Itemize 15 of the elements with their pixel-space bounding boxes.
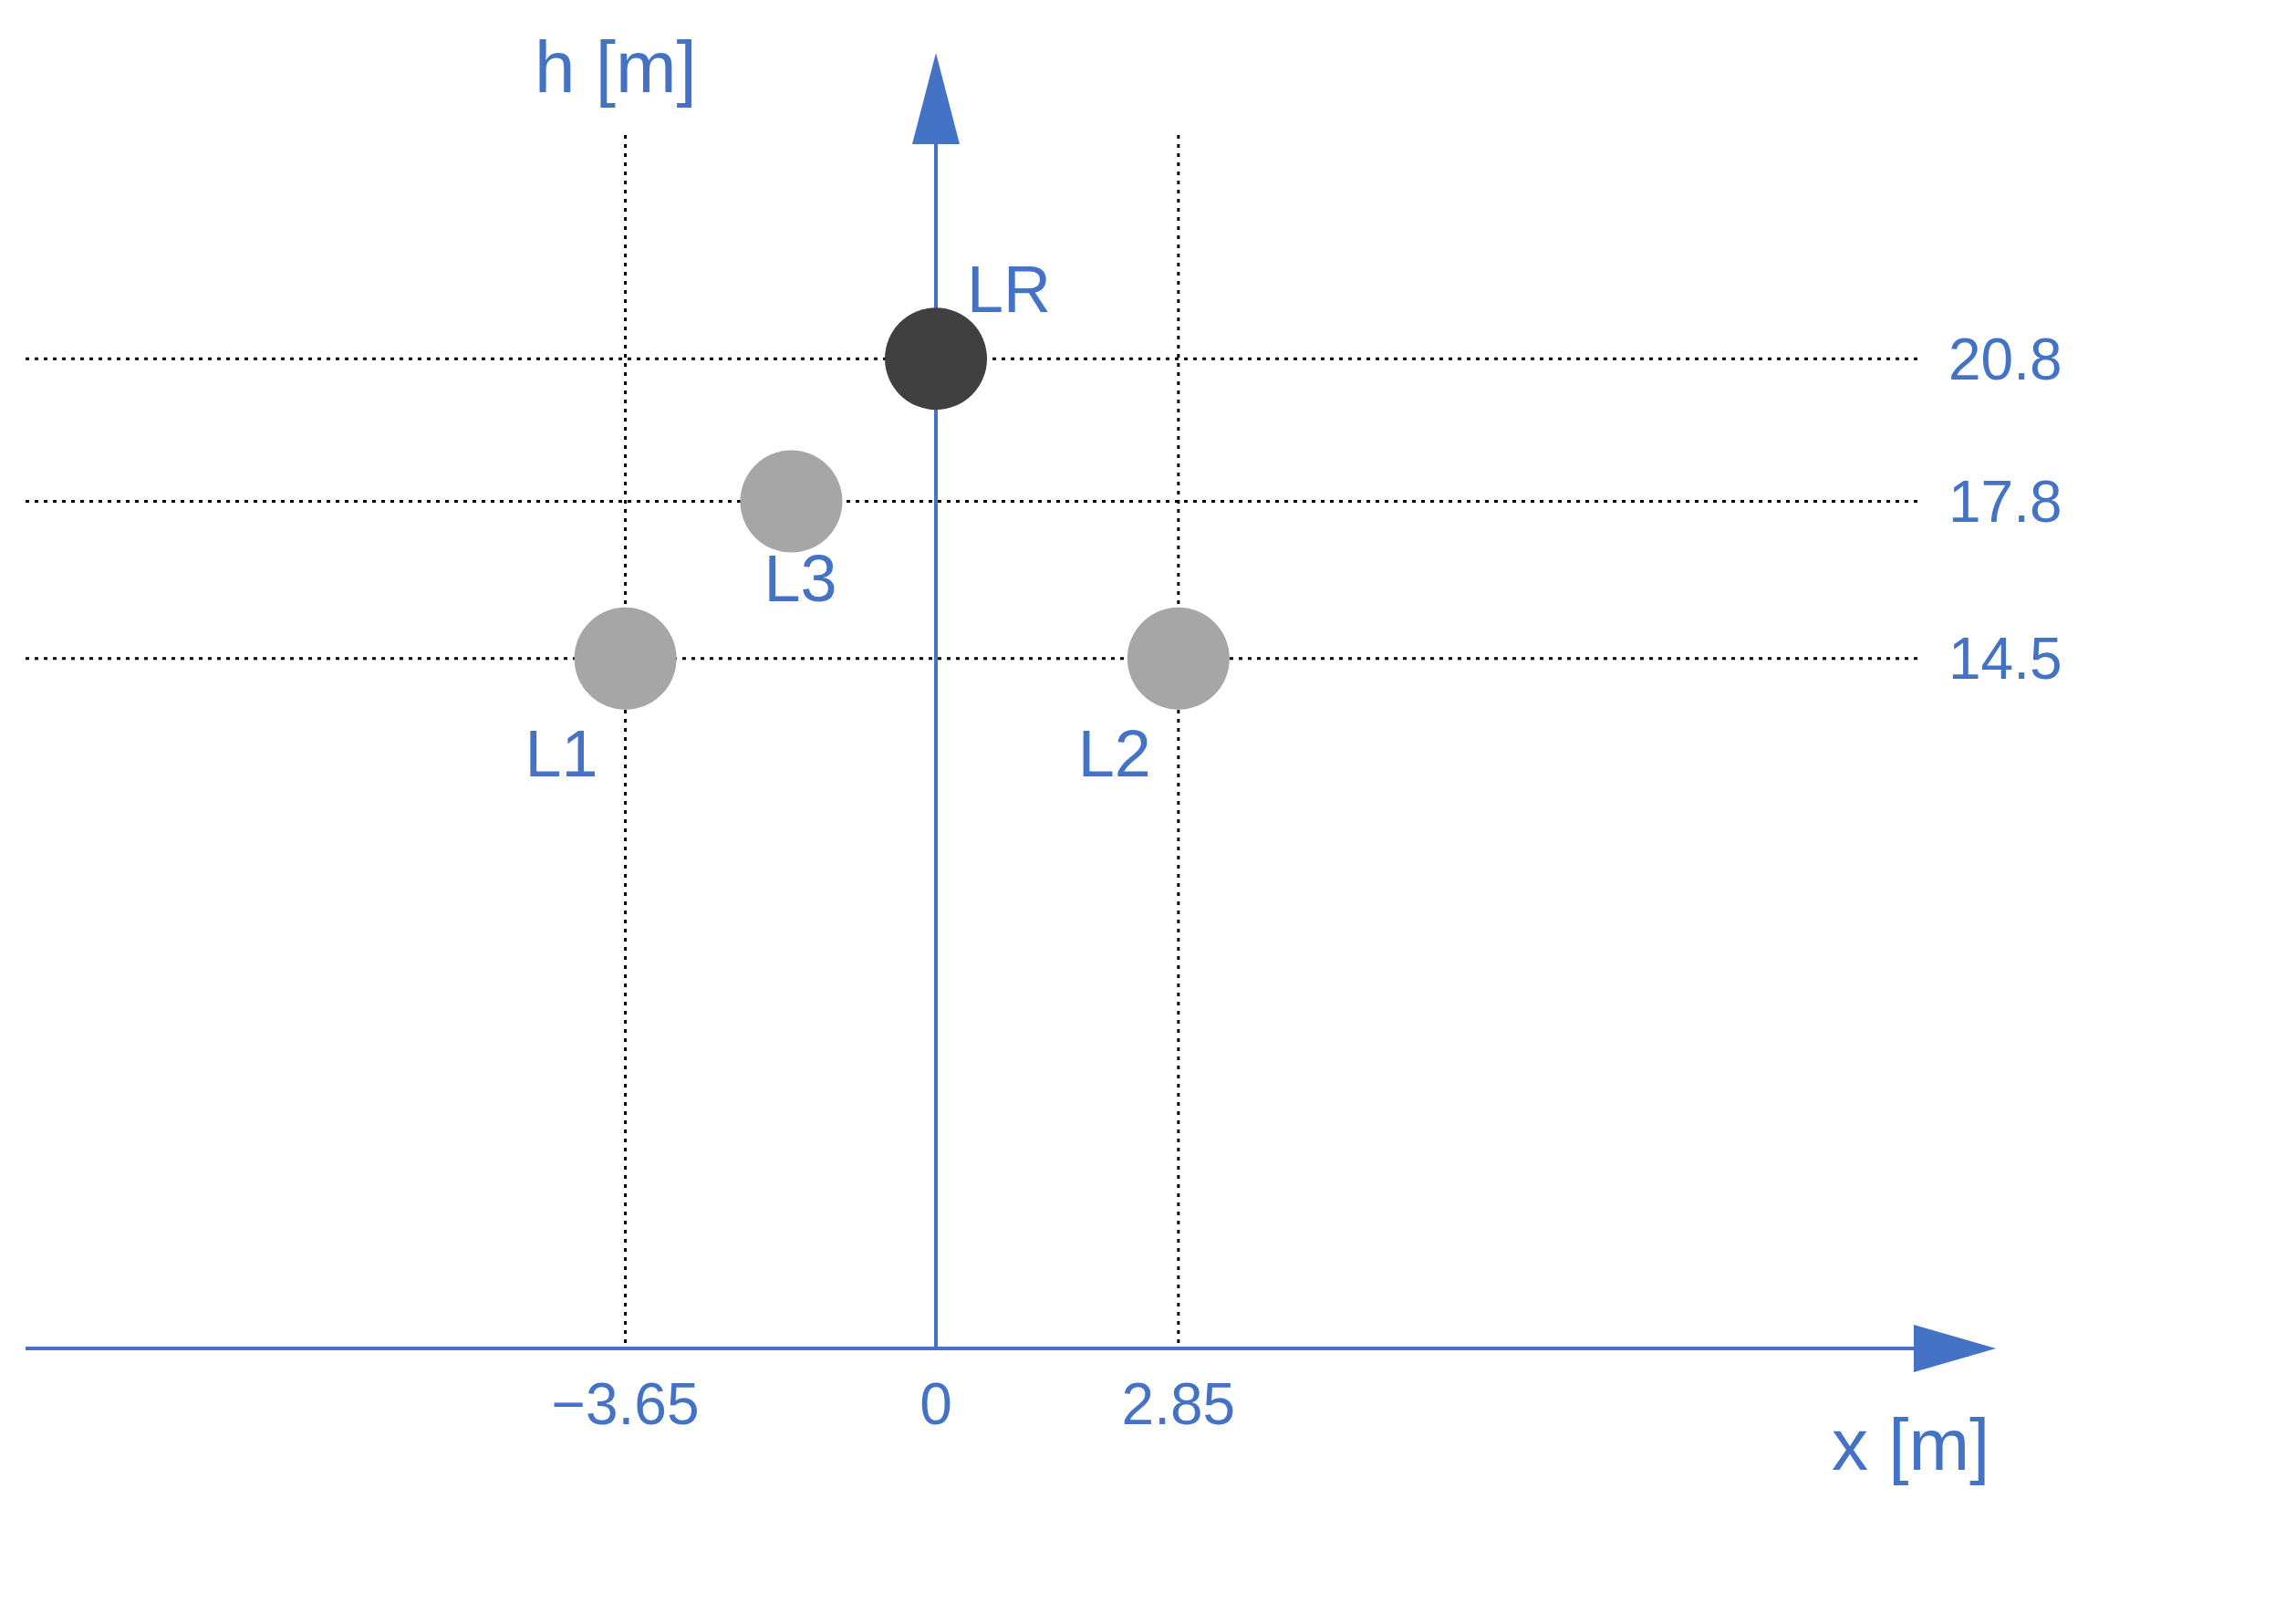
y-tick-label: 20.8 (1948, 326, 2062, 392)
x-tick-label: 2.85 (1121, 1371, 1236, 1438)
x-axis-title: x [m] (1832, 1403, 1990, 1487)
point (574, 607, 677, 710)
y-tick-label: 17.8 (1948, 469, 2062, 536)
point (1127, 607, 1230, 710)
series-label: LR (967, 253, 1052, 327)
x-tick-label: −3.65 (551, 1371, 700, 1438)
point (740, 450, 843, 553)
series-label: L1 (525, 716, 598, 790)
series-label: L2 (1077, 716, 1151, 790)
x-tick-label: 0 (919, 1371, 952, 1438)
y-tick-label: 14.5 (1948, 626, 2062, 692)
y-axis-title: h [m] (535, 26, 697, 109)
series-label: L3 (764, 541, 837, 615)
